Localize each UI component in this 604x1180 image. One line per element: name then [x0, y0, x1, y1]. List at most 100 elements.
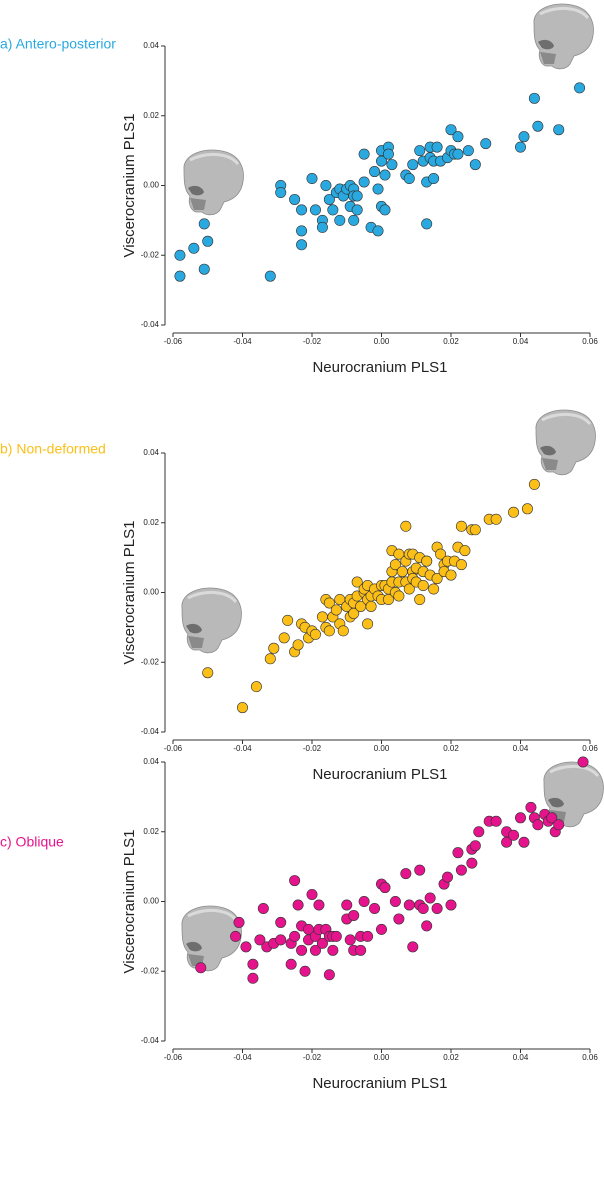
data-point: [379, 169, 391, 181]
data-point: [358, 176, 370, 188]
data-point: [330, 604, 342, 616]
data-point: [247, 958, 259, 970]
data-point: [445, 124, 457, 136]
data-point: [414, 145, 426, 157]
data-point: [257, 902, 269, 914]
scatter-panel: c) Oblique -0.04 -0.02 0.00 0.02 0.04 -0.06 -0.…: [0, 756, 598, 1092]
data-point: [268, 642, 280, 654]
data-point: [508, 829, 520, 841]
data-point: [452, 847, 464, 859]
data-point: [421, 218, 433, 230]
x-tick-label: 0.04: [513, 744, 529, 753]
data-point: [202, 667, 214, 679]
data-point: [188, 242, 200, 254]
data-point: [264, 653, 276, 665]
data-point: [233, 916, 245, 928]
data-point: [275, 916, 287, 928]
data-point: [574, 82, 586, 94]
data-point: [452, 131, 464, 143]
data-point: [296, 204, 308, 216]
data-point: [452, 148, 464, 160]
data-point: [289, 193, 301, 205]
data-point: [546, 812, 558, 824]
data-point: [296, 225, 308, 237]
data-point: [379, 204, 391, 216]
x-tick-label: 0.06: [582, 337, 598, 346]
data-point: [389, 559, 401, 571]
data-point: [254, 934, 266, 946]
x-tick-label: 0.00: [374, 744, 390, 753]
y-tick-label: -0.02: [141, 250, 160, 259]
data-point: [407, 941, 419, 953]
data-point: [292, 639, 304, 651]
data-point: [421, 920, 433, 932]
x-tick-label: 0.06: [582, 744, 598, 753]
data-point: [174, 270, 186, 282]
data-point: [400, 520, 412, 532]
x-tick-label: -0.02: [303, 1053, 322, 1062]
data-point: [417, 580, 429, 592]
data-point: [309, 204, 321, 216]
x-tick-label: 0.02: [443, 337, 459, 346]
y-tick-label: 0.02: [143, 111, 159, 120]
data-point: [525, 801, 537, 813]
y-tick-label: -0.04: [141, 320, 160, 329]
y-axis-title: Viscerocranium PLS1: [121, 114, 138, 258]
data-point: [316, 221, 328, 233]
data-point: [528, 92, 540, 104]
data-point: [455, 864, 467, 876]
data-point: [275, 934, 287, 946]
x-tick-label: -0.04: [233, 744, 252, 753]
y-tick-label: 0.00: [143, 588, 159, 597]
data-point: [393, 590, 405, 602]
data-point: [327, 204, 339, 216]
data-point: [369, 902, 381, 914]
data-point: [247, 972, 259, 984]
data-point: [327, 944, 339, 956]
data-point: [577, 756, 589, 768]
data-point: [382, 148, 394, 160]
data-point: [473, 826, 485, 838]
y-axis-title: Viscerocranium PLS1: [121, 830, 138, 974]
data-point: [348, 909, 360, 921]
data-point: [195, 962, 207, 974]
y-tick-label: 0.02: [143, 518, 159, 527]
data-point: [198, 218, 210, 230]
data-point: [264, 270, 276, 282]
data-point: [469, 159, 481, 171]
panel-title: a) Antero-posterior: [0, 36, 116, 52]
data-point: [369, 166, 381, 178]
data-point: [372, 225, 384, 237]
y-tick-label: -0.02: [141, 657, 160, 666]
data-point: [469, 840, 481, 852]
x-tick-label: 0.02: [443, 744, 459, 753]
data-point: [459, 545, 471, 557]
data-point: [316, 937, 328, 949]
data-point: [240, 941, 252, 953]
data-point: [396, 566, 408, 578]
data-point: [403, 173, 415, 185]
y-tick-label: -0.02: [141, 966, 160, 975]
data-point: [379, 882, 391, 894]
x-tick-label: 0.04: [513, 1053, 529, 1062]
data-point: [237, 702, 249, 714]
data-point: [400, 868, 412, 880]
data-point: [362, 930, 374, 942]
data-point: [521, 503, 533, 515]
data-point: [528, 478, 540, 490]
data-point: [372, 183, 384, 195]
data-point: [442, 871, 454, 883]
x-tick-label: -0.06: [164, 337, 183, 346]
data-point: [532, 819, 544, 831]
data-point: [323, 625, 335, 637]
x-axis-title: Neurocranium PLS1: [312, 766, 447, 783]
x-tick-label: -0.02: [303, 337, 322, 346]
x-axis-title: Neurocranium PLS1: [312, 359, 447, 376]
data-point: [320, 180, 332, 192]
data-point: [417, 902, 429, 914]
x-tick-label: -0.04: [233, 337, 252, 346]
data-point: [323, 969, 335, 981]
data-point: [344, 934, 356, 946]
data-point: [462, 145, 474, 157]
